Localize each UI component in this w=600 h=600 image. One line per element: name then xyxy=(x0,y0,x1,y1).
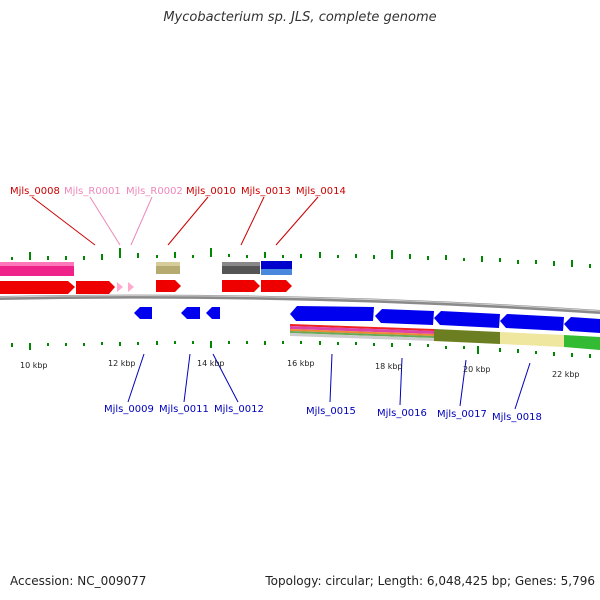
cds-arrow-mjls-0012[interactable] xyxy=(206,307,220,319)
top-leader-lines xyxy=(31,196,319,246)
stripe-orange xyxy=(290,329,434,336)
scale-label-22kbp: 22 kbp xyxy=(552,370,580,379)
feature-block-blue[interactable] xyxy=(261,261,292,269)
cds-arrow-mjls-0013[interactable] xyxy=(222,280,260,292)
gene-label-mjls-0013[interactable]: Mjls_0013 xyxy=(241,186,291,197)
cds-arrow-mjls-0011[interactable] xyxy=(181,307,200,319)
accession-text: Accession: NC_009077 xyxy=(10,574,147,588)
stripe-olive xyxy=(434,329,500,344)
gene-label-mjls-0009[interactable]: Mjls_0009 xyxy=(104,404,154,415)
bottom-gc-ticks xyxy=(11,341,591,358)
gene-label-mjls-r0002[interactable]: Mjls_R0002 xyxy=(126,186,183,197)
stripe-yellow xyxy=(500,332,564,347)
gene-label-mjls-0008[interactable]: Mjls_0008 xyxy=(10,186,60,197)
cds-arrow-mjls-0016[interactable] xyxy=(375,309,434,325)
stripe-green xyxy=(290,331,434,338)
gene-label-mjls-r0001[interactable]: Mjls_R0001 xyxy=(64,186,121,197)
bottom-gene-labels: Mjls_0009 Mjls_0011 Mjls_0012 Mjls_0015 … xyxy=(104,404,542,423)
genome-backbone-highlight xyxy=(0,295,600,312)
scale-label-20kbp: 20 kbp xyxy=(463,365,491,374)
gene-label-mjls-0011[interactable]: Mjls_0011 xyxy=(159,404,209,415)
stripe-lime xyxy=(564,335,600,350)
stripe-red xyxy=(290,324,434,331)
feature-block-gray-highlight xyxy=(222,262,260,266)
feature-block-khaki-highlight xyxy=(156,262,180,266)
gene-label-mjls-0015[interactable]: Mjls_0015 xyxy=(306,406,356,417)
gene-label-mjls-0018[interactable]: Mjls_0018 xyxy=(492,412,542,423)
scale-label-18kbp: 18 kbp xyxy=(375,362,403,371)
genome-summary-text: Topology: circular; Length: 6,048,425 bp… xyxy=(265,574,595,588)
cds-arrow-mjls-0008[interactable] xyxy=(0,281,75,294)
cds-arrow-mjls-0015[interactable] xyxy=(290,306,374,321)
cds-arrow-mjls-0010[interactable] xyxy=(156,280,181,292)
stripe-pink xyxy=(290,326,434,334)
scale-label-10kbp: 10 kbp xyxy=(20,361,48,370)
cds-arrow-mjls-0017[interactable] xyxy=(434,311,500,328)
stripe-gray xyxy=(290,333,434,341)
feature-stripes xyxy=(290,324,600,350)
top-gc-ticks xyxy=(11,248,591,268)
cds-arrow-mjls-0008b[interactable] xyxy=(76,281,115,294)
bottom-leader-lines xyxy=(127,353,531,410)
gene-label-mjls-0014[interactable]: Mjls_0014 xyxy=(296,186,346,197)
feature-block-pink-highlight xyxy=(0,262,74,266)
gene-label-mjls-0017[interactable]: Mjls_0017 xyxy=(437,409,487,420)
gene-label-mjls-0012[interactable]: Mjls_0012 xyxy=(214,404,264,415)
forward-cds-track xyxy=(0,280,292,294)
reverse-cds-large xyxy=(290,306,600,333)
genome-backbone xyxy=(0,294,600,314)
cds-arrow-mjls-0018[interactable] xyxy=(500,314,564,331)
map-title: Mycobacterium sp. JLS, complete genome xyxy=(163,10,437,25)
gene-label-mjls-0016[interactable]: Mjls_0016 xyxy=(377,408,427,419)
scale-label-16kbp: 16 kbp xyxy=(287,359,315,368)
gene-label-mjls-0010[interactable]: Mjls_0010 xyxy=(186,186,236,197)
feature-block-lightblue[interactable] xyxy=(261,269,292,275)
reverse-cds-track xyxy=(134,307,220,319)
cds-arrow-partial[interactable] xyxy=(564,317,600,333)
top-gene-labels: Mjls_0008 Mjls_R0001 Mjls_R0002 Mjls_001… xyxy=(10,186,346,197)
rna-arrow-mjls-r0002[interactable] xyxy=(128,282,134,292)
rna-arrow-mjls-r0001[interactable] xyxy=(117,282,123,292)
scale-label-14kbp: 14 kbp xyxy=(197,359,225,368)
scale-label-12kbp: 12 kbp xyxy=(108,359,136,368)
cds-arrow-mjls-0009[interactable] xyxy=(134,307,152,319)
cds-arrow-mjls-0014[interactable] xyxy=(261,280,292,292)
scale-labels: 10 kbp 12 kbp 14 kbp 16 kbp 18 kbp 20 kb… xyxy=(20,359,580,379)
